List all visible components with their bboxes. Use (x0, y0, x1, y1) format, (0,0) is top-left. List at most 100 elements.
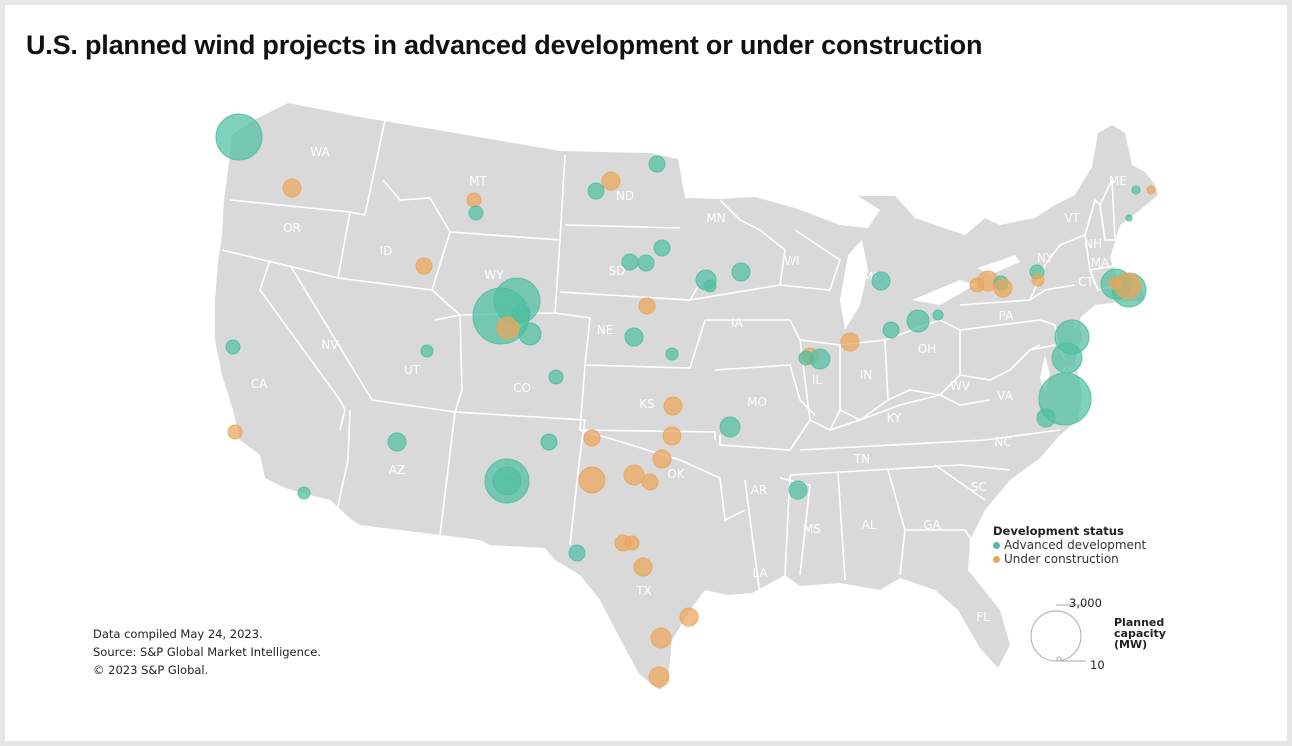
state-label-ut: UT (404, 363, 421, 377)
advanced-project-bubble (492, 466, 522, 496)
size-legend-label-1: Planned (1114, 616, 1165, 629)
construction-project-bubble (969, 277, 985, 293)
advanced-project-bubble (225, 339, 241, 355)
state-label-nh: NH (1084, 237, 1102, 251)
state-label-co: CO (513, 381, 531, 395)
state-label-wv: WV (950, 379, 971, 393)
construction-project-bubble (496, 316, 520, 340)
us-landmass (215, 103, 1158, 690)
construction-project-bubble (227, 424, 243, 440)
construction-project-bubble (840, 332, 860, 352)
size-legend-min: 10 (1090, 658, 1105, 672)
construction-project-bubble (993, 278, 1013, 298)
construction-project-bubble (1108, 276, 1122, 290)
advanced-project-bubble (540, 433, 558, 451)
state-label-ny: NY (1037, 251, 1054, 265)
size-legend: 3,000 10 Planned capacity (MW) (1026, 596, 1166, 676)
size-legend-circles (1030, 604, 1086, 662)
size-legend-label: Planned capacity (MW) (1114, 617, 1166, 650)
state-label-tn: TN (853, 452, 870, 466)
construction-project-bubble (624, 535, 640, 551)
legend-item-construction: Under construction (993, 552, 1146, 566)
state-label-il: IL (812, 373, 823, 387)
state-label-wi: WI (784, 254, 799, 268)
advanced-project-bubble (1036, 408, 1056, 428)
advanced-project-bubble (517, 307, 531, 321)
state-label-id: ID (380, 244, 393, 258)
advanced-project-bubble (906, 309, 930, 333)
advanced-project-bubble (648, 155, 666, 173)
state-label-ok: OK (667, 467, 685, 481)
advanced-project-bubble (703, 279, 717, 293)
state-borders (221, 119, 1131, 596)
advanced-project-bubble (882, 321, 900, 339)
legend-title: Development status (993, 524, 1124, 538)
advanced-project-bubble (568, 544, 586, 562)
lake-erie (912, 280, 975, 305)
construction-project-bubble (583, 429, 601, 447)
footer-source: Source: S&P Global Market Intelligence. (93, 645, 321, 659)
state-label-mn: MN (706, 211, 725, 225)
legend-label-advanced: Advanced development (1004, 538, 1147, 552)
footer-copyright: © 2023 S&P Global. (93, 663, 209, 677)
size-legend-label-3: (MW) (1114, 638, 1148, 651)
advanced-project-bubble (798, 350, 814, 366)
construction-project-bubble (641, 473, 659, 491)
advanced-project-bubble (548, 369, 564, 385)
lake-michigan (840, 240, 868, 330)
advanced-project-bubble (731, 262, 751, 282)
footer-notes: Data compiled May 24, 2023. Source: S&P … (93, 625, 321, 679)
state-label-al: AL (862, 518, 877, 532)
state-label-ar: AR (751, 483, 768, 497)
state-label-or: OR (283, 221, 301, 235)
advanced-swatch (993, 541, 1000, 549)
advanced-project-bubble (387, 432, 407, 452)
advanced-project-bubble (420, 344, 434, 358)
state-label-va: VA (997, 389, 1013, 403)
construction-project-bubble (663, 396, 683, 416)
state-label-ca: CA (251, 377, 268, 391)
lake-ontario (978, 255, 1020, 275)
legend-item-advanced: Advanced development (993, 538, 1146, 552)
chart-title: U.S. planned wind projects in advanced d… (26, 30, 983, 60)
construction-project-bubble (650, 627, 672, 649)
state-label-in: IN (860, 368, 873, 382)
size-legend-label-2: capacity (1114, 627, 1166, 640)
advanced-project-bubble (1125, 214, 1133, 222)
state-label-ga: GA (923, 518, 941, 532)
state-label-ma: MA (1091, 256, 1110, 270)
advanced-project-bubble (621, 253, 639, 271)
state-label-nv: NV (321, 338, 339, 352)
state-label-nc: NC (994, 435, 1011, 449)
advanced-project-bubble (587, 182, 605, 200)
advanced-project-bubble (932, 309, 944, 321)
construction-project-bubble (415, 257, 433, 275)
advanced-project-bubble (665, 347, 679, 361)
construction-project-bubble (648, 666, 670, 688)
construction-project-bubble (633, 557, 653, 577)
advanced-project-bubble (871, 271, 891, 291)
construction-project-bubble (578, 466, 606, 494)
size-legend-max: 3,000 (1069, 596, 1102, 610)
state-label-la: LA (752, 566, 768, 580)
advanced-project-bubble (653, 239, 671, 257)
state-label-ky: KY (887, 411, 902, 425)
footer-date: Data compiled May 24, 2023. (93, 627, 263, 641)
advanced-project-bubble (719, 416, 741, 438)
construction-project-bubble (638, 297, 656, 315)
advanced-project-bubble (468, 205, 484, 221)
construction-swatch (993, 555, 1000, 563)
advanced-project-bubble (518, 322, 542, 346)
construction-project-bubble (679, 607, 699, 627)
advanced-project-bubble (1051, 342, 1083, 374)
construction-project-bubble (1031, 273, 1045, 287)
state-label-ms: MS (803, 522, 821, 536)
construction-project-bubble (466, 192, 482, 208)
advanced-project-bubble (1131, 185, 1141, 195)
state-label-mt: MT (469, 174, 487, 188)
advanced-project-bubble (215, 113, 263, 161)
construction-project-bubble (1146, 185, 1156, 195)
advanced-project-bubble (297, 486, 311, 500)
state-label-az: AZ (389, 463, 405, 477)
